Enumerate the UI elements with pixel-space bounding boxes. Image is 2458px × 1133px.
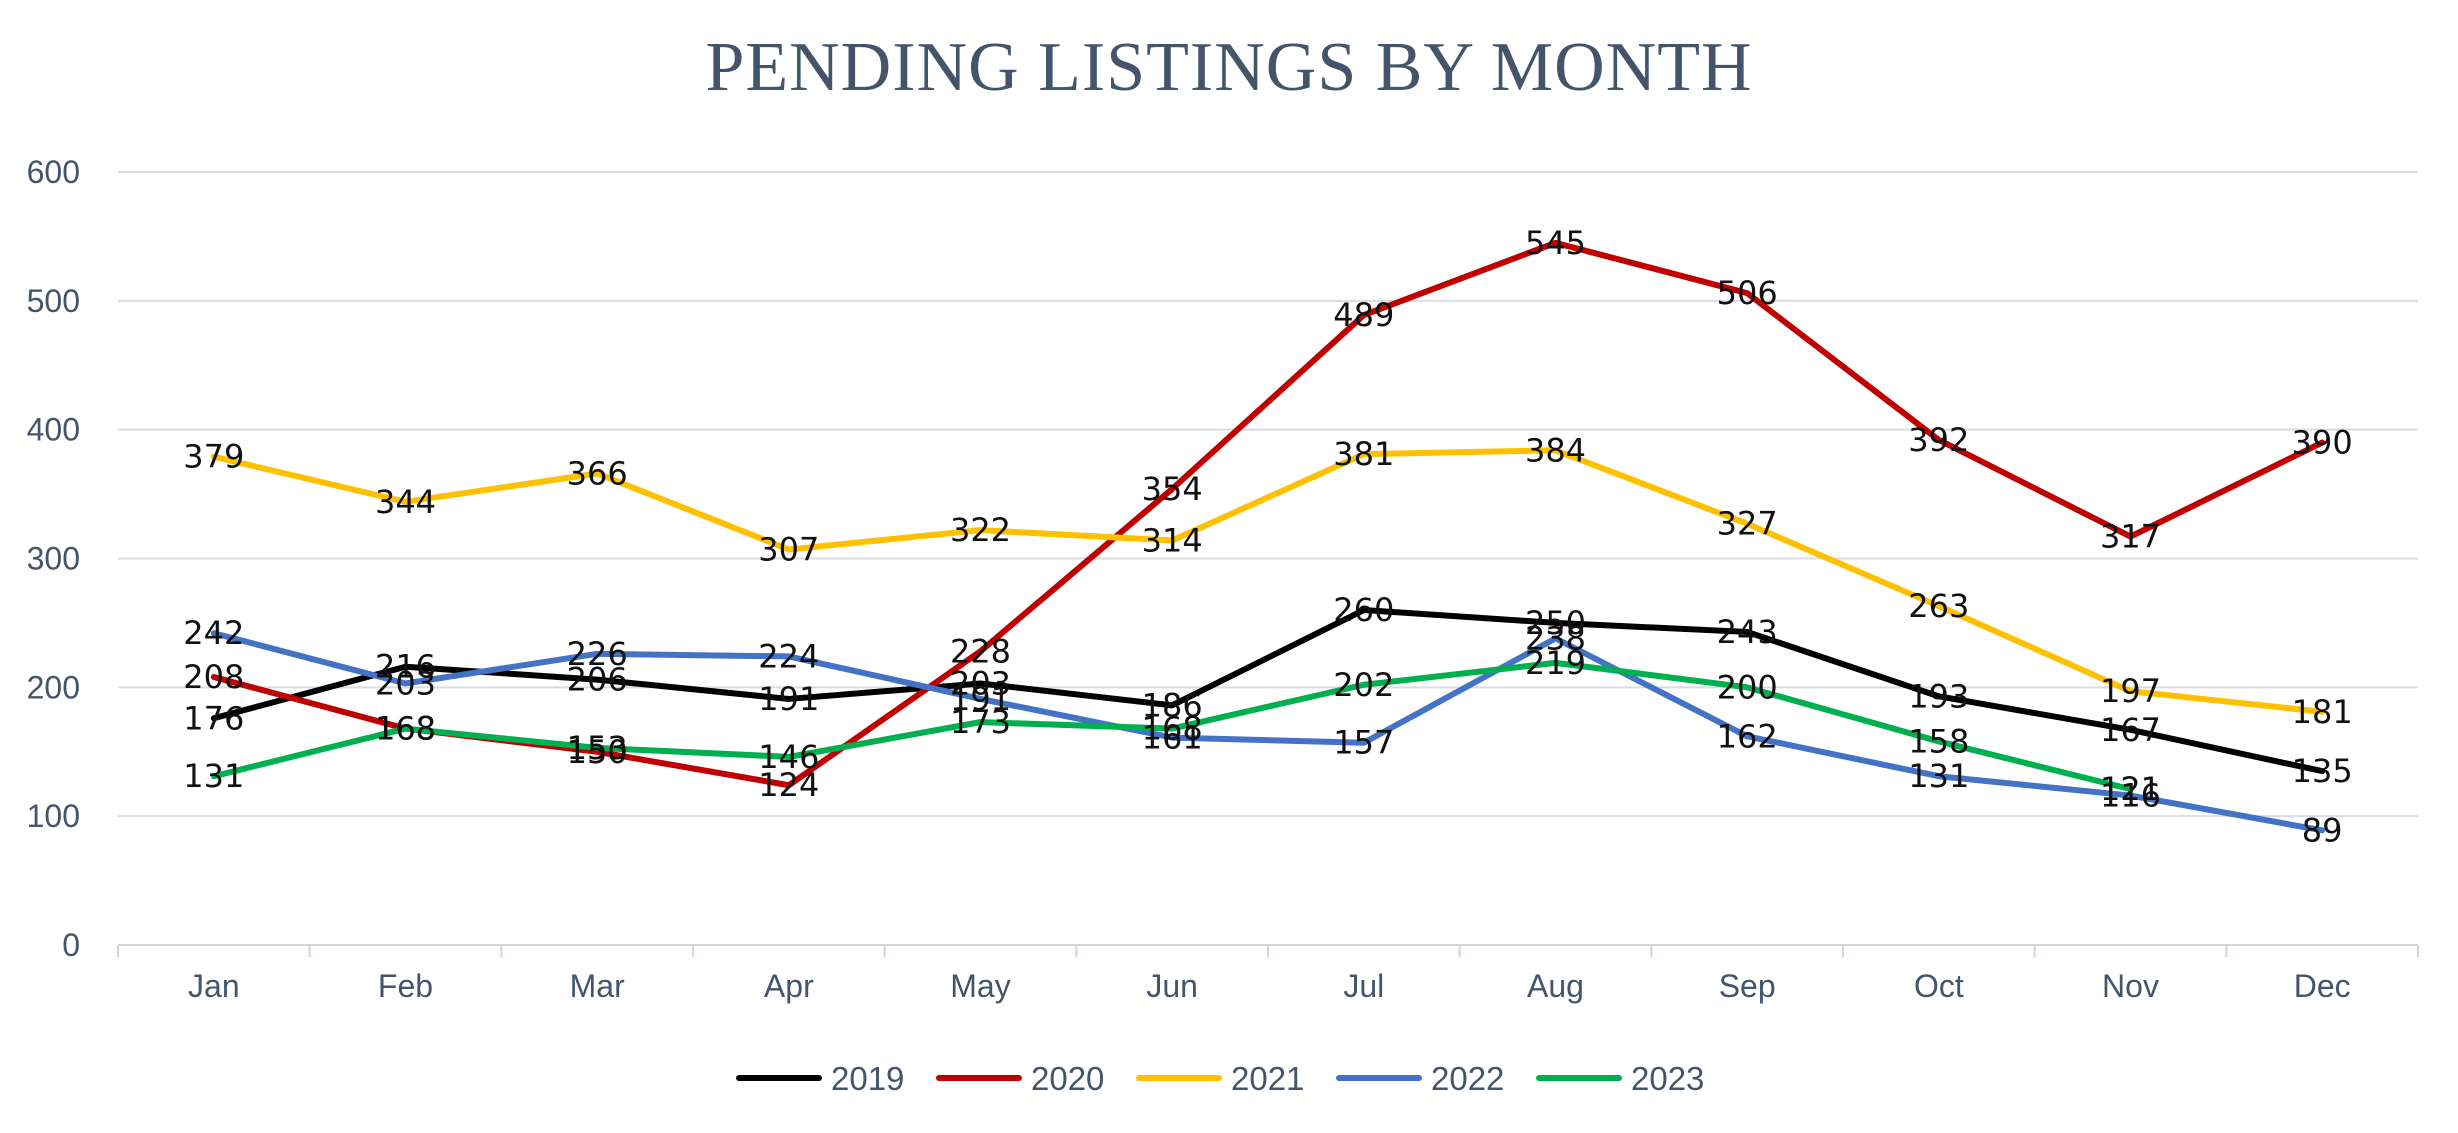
- data-label-2020: 390: [2292, 424, 2353, 462]
- data-label-2019: 203: [950, 664, 1011, 702]
- x-tick-label: Feb: [378, 968, 433, 1004]
- data-label-2022: 224: [758, 637, 819, 675]
- x-tick-label: Jul: [1343, 968, 1384, 1004]
- x-tick-label: Oct: [1914, 968, 1964, 1004]
- data-label-2019: 206: [567, 661, 628, 699]
- axes: 0 100 200 300 400 500 600 Jan Feb Mar Apr May Jun Jul…: [27, 154, 2419, 1004]
- data-label-2023: 158: [1908, 722, 1969, 760]
- data-label-2023: 168: [1142, 710, 1203, 748]
- data-label-2020: 150: [567, 733, 628, 771]
- data-label-2022: 242: [183, 614, 244, 652]
- data-label-2023: 202: [1333, 666, 1394, 704]
- data-label-2019: 243: [1717, 613, 1778, 651]
- data-label-2022: 131: [1908, 757, 1969, 795]
- data-label-2020: 506: [1717, 274, 1778, 312]
- data-label-2022: 203: [375, 664, 436, 702]
- series-lines: [210, 239, 2326, 834]
- x-tick-label: May: [950, 968, 1010, 1004]
- data-label-2022: 191: [950, 680, 1011, 718]
- data-label-2022: 157: [1333, 724, 1394, 762]
- data-label-2023: 131: [183, 757, 244, 795]
- x-tick-label: Sep: [1719, 968, 1776, 1004]
- data-label-2020: 124: [758, 766, 819, 804]
- data-label-2019: 176: [183, 699, 244, 737]
- y-tick-label: 200: [27, 669, 80, 705]
- data-label-2021: 307: [758, 530, 819, 568]
- series-line-2020: [210, 239, 2326, 789]
- data-label-2023: 153: [567, 729, 628, 767]
- data-label-2020: 392: [1908, 421, 1969, 459]
- data-label-2023: 219: [1525, 644, 1586, 682]
- data-label-2019: 167: [2100, 711, 2161, 749]
- x-tick-label: Jan: [188, 968, 240, 1004]
- series-line-2023: [210, 659, 2134, 793]
- data-label-2023: 168: [375, 710, 436, 748]
- data-label-2019: 250: [1525, 604, 1586, 642]
- gridlines: [118, 171, 2418, 818]
- legend-label-2023: 2023: [1631, 1060, 1704, 1097]
- data-label-2021: 344: [375, 483, 436, 521]
- data-label-2020: 208: [183, 658, 244, 696]
- series-line-2021: [210, 447, 2326, 715]
- data-label-2023: 146: [758, 738, 819, 776]
- y-tick-label: 500: [27, 283, 80, 319]
- data-label-2023: 173: [950, 703, 1011, 741]
- x-tick-label: Apr: [764, 968, 814, 1004]
- legend-label-2019: 2019: [831, 1060, 904, 1097]
- x-tick-label: Nov: [2102, 968, 2159, 1004]
- data-label-2021: 322: [950, 511, 1011, 549]
- data-label-2023: 200: [1717, 668, 1778, 706]
- data-label-2021: 381: [1333, 435, 1394, 473]
- y-tick-label: 0: [62, 927, 80, 963]
- x-tick-label: Jun: [1146, 968, 1198, 1004]
- legend: 2019 2020 2021 2022 2023: [736, 1060, 1704, 1097]
- series-line-2022: [210, 630, 2326, 834]
- data-label-2022: 161: [1142, 719, 1203, 757]
- data-label-2019: 135: [2292, 752, 2353, 790]
- data-label-2019: 193: [1908, 677, 1969, 715]
- data-label-2020: 168: [375, 710, 436, 748]
- data-label-2019: 191: [758, 680, 819, 718]
- data-label-2022: 162: [1717, 717, 1778, 755]
- data-label-2021: 366: [567, 454, 628, 492]
- data-label-2022: 89: [2302, 811, 2343, 849]
- y-tick-label: 100: [27, 798, 80, 834]
- y-tick-label: 400: [27, 412, 80, 448]
- legend-label-2020: 2020: [1031, 1060, 1104, 1097]
- data-label-2020: 545: [1525, 224, 1586, 262]
- legend-label-2022: 2022: [1431, 1060, 1504, 1097]
- data-label-2022: 238: [1525, 619, 1586, 657]
- data-label-2021: 314: [1142, 521, 1203, 559]
- data-label-2020: 354: [1142, 470, 1203, 508]
- chart-title: PENDING LISTINGS BY MONTH: [705, 29, 1753, 106]
- data-label-2022: 226: [567, 635, 628, 673]
- data-label-2019: 216: [375, 648, 436, 686]
- data-label-2022: 116: [2100, 777, 2161, 815]
- series-line-2019: [210, 607, 2326, 775]
- data-label-2021: 327: [1717, 505, 1778, 543]
- data-label-2021: 379: [183, 438, 244, 476]
- y-tick-label: 600: [27, 154, 80, 190]
- data-label-2021: 384: [1525, 431, 1586, 469]
- data-label-2019: 260: [1333, 591, 1394, 629]
- data-label-2020: 489: [1333, 296, 1394, 334]
- data-label-2021: 181: [2292, 693, 2353, 731]
- x-tick-label: Aug: [1527, 968, 1584, 1004]
- legend-label-2021: 2021: [1231, 1060, 1304, 1097]
- y-tick-label: 300: [27, 541, 80, 577]
- data-label-2023: 121: [2100, 770, 2161, 808]
- data-label-2021: 197: [2100, 672, 2161, 710]
- data-label-2019: 186: [1142, 686, 1203, 724]
- data-label-2020: 317: [2100, 518, 2161, 556]
- x-tick-label: Dec: [2294, 968, 2351, 1004]
- data-label-2021: 263: [1908, 587, 1969, 625]
- x-tick-label: Mar: [570, 968, 625, 1004]
- data-label-2020: 228: [950, 632, 1011, 670]
